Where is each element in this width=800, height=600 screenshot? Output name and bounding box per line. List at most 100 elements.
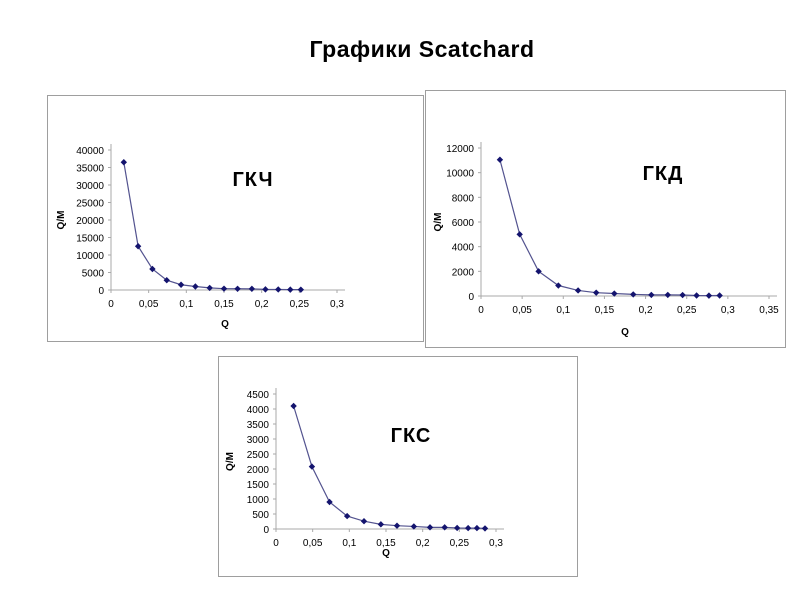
- y-tick-label: 6000: [452, 218, 475, 229]
- y-tick-label: 4000: [452, 243, 475, 254]
- y-tick-label: 1000: [247, 495, 270, 506]
- x-tick-label: 0,05: [303, 538, 323, 549]
- x-tick-label: 0,3: [721, 305, 735, 316]
- x-axis-title: Q: [621, 327, 629, 338]
- y-tick-label: 25000: [76, 199, 104, 210]
- data-point-marker: [630, 291, 637, 298]
- data-point-marker: [206, 284, 213, 292]
- y-tick-label: 8000: [452, 193, 475, 204]
- data-point-marker: [377, 521, 385, 528]
- data-point-marker: [393, 522, 401, 529]
- data-point-marker: [297, 286, 305, 293]
- x-tick-label: 0: [478, 305, 484, 316]
- data-series-line: [499, 159, 720, 297]
- y-tick-label: 4500: [247, 390, 270, 401]
- data-point-marker: [648, 291, 655, 299]
- x-tick-label: 0,25: [450, 538, 470, 549]
- data-point-marker: [611, 290, 618, 297]
- data-point-marker: [664, 291, 671, 299]
- x-tick-label: 0,1: [342, 538, 356, 549]
- chart-gkch-box: 0 5000 10000 15000 20000 25000 30000 35000 40000…: [47, 95, 424, 342]
- chart-title: ГКД: [643, 163, 684, 185]
- data-point-marker: [473, 524, 481, 532]
- x-tick-label: 0,3: [330, 299, 344, 310]
- data-point-marker: [426, 524, 434, 531]
- data-point-marker: [716, 292, 723, 299]
- data-point-marker: [326, 498, 333, 506]
- x-tick-label: 0,2: [416, 538, 430, 549]
- data-point-marker: [555, 282, 562, 289]
- x-tick-label: 0,1: [179, 299, 193, 310]
- x-tick-label: 0,15: [595, 305, 615, 316]
- y-tick-label: 2000: [247, 465, 270, 476]
- chart-title: ГКС: [391, 425, 432, 447]
- x-axis-title: Q: [382, 548, 390, 559]
- x-tick-label: 0,05: [139, 299, 159, 310]
- y-tick-label: 5000: [82, 269, 105, 280]
- y-tick-label: 2000: [452, 267, 475, 278]
- y-axis-title: Q/M: [225, 452, 236, 471]
- data-point-marker: [192, 283, 199, 290]
- x-tick-label: 0,25: [677, 305, 697, 316]
- x-tick-label: 0: [108, 299, 114, 310]
- y-tick-label: 3000: [247, 435, 270, 446]
- x-tick-label: 0,15: [214, 299, 234, 310]
- data-series-line: [123, 162, 301, 291]
- data-point-marker: [574, 287, 582, 294]
- data-point-marker: [134, 243, 142, 250]
- y-tick-label: 0: [98, 286, 104, 297]
- data-point-marker: [120, 159, 128, 166]
- y-tick-label: 4000: [247, 405, 270, 416]
- y-tick-label: 3500: [247, 420, 270, 431]
- x-tick-label: 0,2: [255, 299, 269, 310]
- data-point-marker: [149, 265, 156, 273]
- y-tick-label: 10000: [446, 169, 474, 180]
- y-tick-label: 500: [252, 510, 269, 521]
- data-point-marker: [679, 291, 686, 299]
- x-tick-label: 0: [273, 538, 279, 549]
- data-point-marker: [360, 518, 368, 525]
- x-axis-title: Q: [221, 319, 229, 330]
- data-point-marker: [693, 292, 700, 299]
- x-tick-label: 0,15: [376, 538, 396, 549]
- y-tick-label: 2500: [247, 450, 270, 461]
- chart-гкч-svg: 0 5000 10000 15000 20000 25000 30000 35000 40000…: [56, 144, 345, 330]
- x-tick-label: 0,1: [556, 305, 570, 316]
- data-point-marker: [262, 286, 269, 293]
- x-tick-label: 0,25: [290, 299, 310, 310]
- data-point-marker: [287, 286, 294, 293]
- chart-gkd-box: 0 2000 4000 6000 8000 10000 12000 0 0,05 0,1 0,15 0…: [425, 90, 786, 348]
- data-point-marker: [705, 292, 713, 299]
- y-tick-label: 0: [468, 292, 474, 303]
- chart-гкс-svg: 0 500 1000 1500 2000 2500 3000 3500 4000 4500 0 0,0…: [225, 388, 504, 559]
- data-point-marker: [516, 231, 523, 238]
- data-point-marker: [308, 463, 316, 470]
- slide-title: Графики Scatchard: [309, 36, 535, 62]
- data-point-marker: [220, 285, 228, 292]
- chart-гкд-svg: 0 2000 4000 6000 8000 10000 12000 0 0,05 0,1 0,15 0…: [433, 142, 779, 338]
- data-point-marker: [481, 525, 489, 532]
- data-point-marker: [177, 281, 185, 288]
- y-tick-label: 1500: [247, 480, 270, 491]
- x-tick-label: 0,35: [759, 305, 779, 316]
- y-tick-label: 35000: [76, 164, 104, 175]
- x-tick-label: 0,2: [639, 305, 653, 316]
- y-tick-label: 15000: [76, 234, 104, 245]
- chart-title: ГКЧ: [232, 169, 273, 191]
- y-tick-label: 10000: [76, 251, 104, 262]
- data-point-marker: [593, 289, 600, 296]
- data-point-marker: [275, 286, 282, 293]
- data-point-marker: [441, 524, 448, 531]
- data-point-marker: [248, 285, 256, 293]
- data-point-marker: [496, 156, 504, 163]
- x-tick-label: 0,3: [489, 538, 503, 549]
- chart-gks-box: 0 500 1000 1500 2000 2500 3000 3500 4000 4500 0 0,0…: [218, 356, 578, 577]
- data-point-marker: [163, 277, 170, 284]
- y-tick-label: 0: [263, 525, 269, 536]
- x-tick-label: 0,05: [512, 305, 532, 316]
- y-axis-title: Q/M: [56, 211, 67, 230]
- y-tick-label: 40000: [76, 146, 104, 157]
- data-point-marker: [234, 285, 241, 292]
- y-axis-title: Q/M: [433, 213, 444, 232]
